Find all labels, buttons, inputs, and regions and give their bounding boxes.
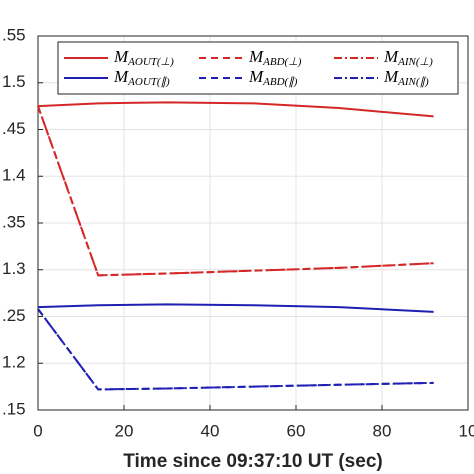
legend-label: MAOUT(∥) (113, 67, 170, 88)
legend-label: MAIN(∥) (383, 67, 429, 88)
y-tick-label: .55 (2, 25, 26, 44)
x-tick-label: 60 (287, 421, 306, 440)
y-tick-label: .25 (2, 306, 26, 325)
line-series (37, 105, 434, 277)
x-tick-label: 40 (201, 421, 220, 440)
y-tick-label: .35 (2, 212, 26, 231)
y-tick-label: .45 (2, 119, 26, 138)
x-axis-label: Time since 09:37:10 UT (sec) (123, 451, 382, 472)
y-tick-label: 1.4 (2, 166, 26, 185)
x-tick-label: 10 (459, 421, 474, 440)
legend-label: MAIN(⊥) (383, 47, 433, 68)
y-tick-label: 1.5 (2, 72, 26, 91)
x-tick-label: 0 (33, 421, 42, 440)
y-tick-label: .15 (2, 399, 26, 418)
x-tick-label: 80 (373, 421, 392, 440)
line-series (37, 101, 434, 118)
line-series (37, 308, 434, 391)
axes-frame (37, 35, 469, 411)
line-series (37, 303, 434, 313)
legend-box (57, 41, 459, 95)
y-tick-label: 1.2 (2, 353, 26, 372)
y-tick-label: 1.3 (2, 259, 26, 278)
legend-label: MABD(∥) (248, 67, 298, 88)
legend-label: MAOUT(⊥) (113, 47, 174, 68)
x-tick-label: 20 (115, 421, 134, 440)
legend-label: MABD(⊥) (248, 47, 302, 68)
